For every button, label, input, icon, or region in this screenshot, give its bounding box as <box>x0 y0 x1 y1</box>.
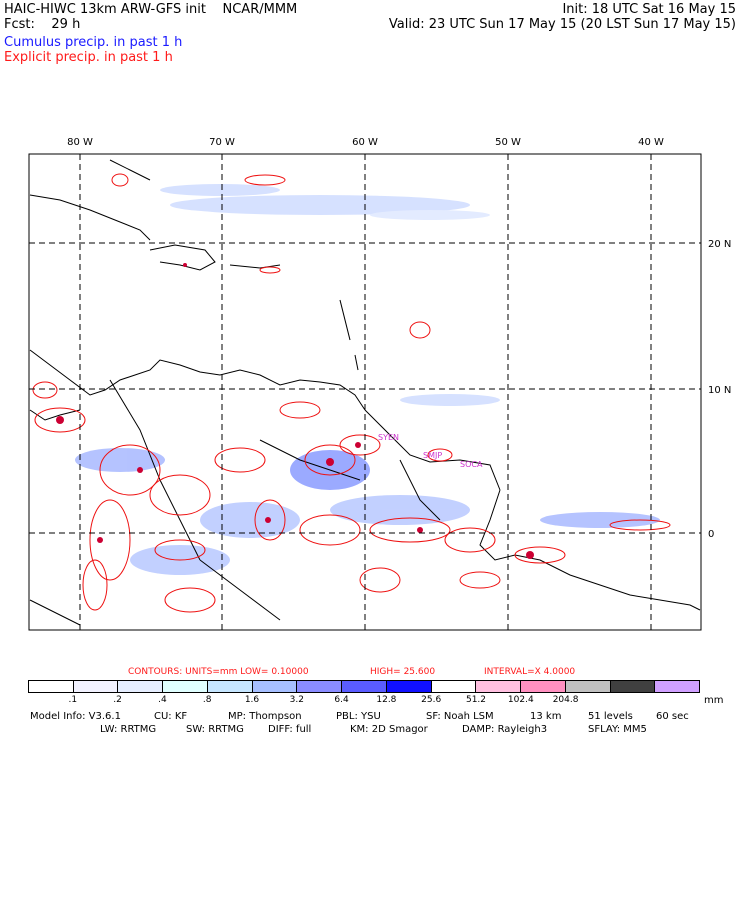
model-diff: DIFF: full <box>268 724 312 735</box>
legend-tick-label: .4 <box>158 695 167 705</box>
contours-info: CONTOURS: UNITS=mm LOW= 0.10000 HIGH= 25… <box>0 667 740 681</box>
legend-swatch <box>297 681 343 692</box>
legend-swatch <box>610 681 656 692</box>
legend-swatch <box>521 681 566 692</box>
legend-tick-label: 6.4 <box>334 695 349 705</box>
legend-tick-label: .1 <box>68 695 78 705</box>
forecast-hour: Fcst: 29 h <box>4 17 81 32</box>
legend-swatch <box>342 681 387 692</box>
lat-label-10n: 10 N <box>708 385 731 396</box>
explicit-label: Explicit precip. in past 1 h <box>4 50 173 65</box>
lon-label-50w: 50 W <box>495 137 521 148</box>
legend-swatch <box>207 681 253 692</box>
legend-tick-label: 12.8 <box>376 695 397 705</box>
lon-label-70w: 70 W <box>209 137 235 148</box>
legend-swatch <box>655 681 700 692</box>
legend-swatch <box>252 681 298 692</box>
explicit-precip-layer <box>32 173 671 613</box>
legend-tick-label: .2 <box>113 695 122 705</box>
legend-swatch <box>118 681 164 692</box>
model-sw: SW: RRTMG <box>186 724 244 735</box>
model-levels: 51 levels <box>588 711 633 722</box>
legend-tick-label: 204.8 <box>552 695 579 705</box>
grid-lines <box>29 154 701 630</box>
lat-label-0: 0 <box>708 529 714 540</box>
model-km: KM: 2D Smagor <box>350 724 428 735</box>
legend-unit: mm <box>704 695 724 706</box>
model-info: Model Info: V3.6.1 CU: KF MP: Thompson P… <box>0 710 740 920</box>
station-label-smjp: SMJP <box>423 451 442 460</box>
contours-interval: INTERVAL=X 4.0000 <box>484 667 576 677</box>
model-sf: SF: Noah LSM <box>426 711 494 722</box>
contours-label: CONTOURS: UNITS=mm LOW= 0.10000 <box>128 667 309 677</box>
model-cu: CU: KF <box>154 711 188 722</box>
cumulus-label: Cumulus precip. in past 1 h <box>4 35 183 50</box>
station-label-soca: SOCA <box>460 460 483 469</box>
legend-swatch <box>386 681 432 692</box>
legend-ticks: .1 .2 .4 .8 1.6 3.2 6.4 12.8 25.6 51.2 102.4 204.8 <box>28 695 700 707</box>
model-resolution: 13 km <box>530 711 562 722</box>
station-label-syen: SYEN <box>378 433 399 442</box>
legend-tick-label: 1.6 <box>244 695 260 705</box>
legend-swatch <box>476 681 522 692</box>
init-time: Init: 18 UTC Sat 16 May 15 <box>562 2 736 17</box>
model-sflay: SFLAY: MM5 <box>588 724 647 735</box>
model-damp: DAMP: Rayleigh3 <box>462 724 548 735</box>
lon-label-60w: 60 W <box>352 137 378 148</box>
model-pbl: PBL: YSU <box>336 711 381 722</box>
legend-tick-label: 25.6 <box>421 695 442 705</box>
model-timestep: 60 sec <box>656 711 689 722</box>
precip-map: 80 W 70 W 60 W 50 W 40 W 20 N 10 N 0 SYE… <box>28 137 731 631</box>
legend-swatch <box>431 681 477 692</box>
lat-label-20n: 20 N <box>708 239 731 250</box>
model-version: Model Info: V3.6.1 <box>30 711 121 722</box>
lon-label-80w: 80 W <box>67 137 93 148</box>
legend-tick-label: 51.2 <box>465 695 487 705</box>
legend-swatch <box>163 681 208 692</box>
legend-tick-label: 3.2 <box>289 695 304 705</box>
valid-time: Valid: 23 UTC Sun 17 May 15 (20 LST Sun … <box>388 17 736 32</box>
legend-swatch <box>565 681 611 692</box>
heavy-precip-cores <box>56 263 534 559</box>
legend-swatch <box>73 681 119 692</box>
contours-high: HIGH= 25.600 <box>370 667 436 677</box>
lon-label-40w: 40 W <box>638 137 664 148</box>
legend-tick-label: .8 <box>202 695 212 705</box>
color-legend <box>28 680 700 693</box>
legend-swatch <box>29 681 74 692</box>
model-mp: MP: Thompson <box>228 711 302 722</box>
plot-title: HAIC-HIWC 13km ARW-GFS init NCAR/MMM <box>4 2 298 17</box>
model-lw: LW: RRTMG <box>100 724 157 735</box>
legend-tick-label: 102.4 <box>507 695 534 705</box>
